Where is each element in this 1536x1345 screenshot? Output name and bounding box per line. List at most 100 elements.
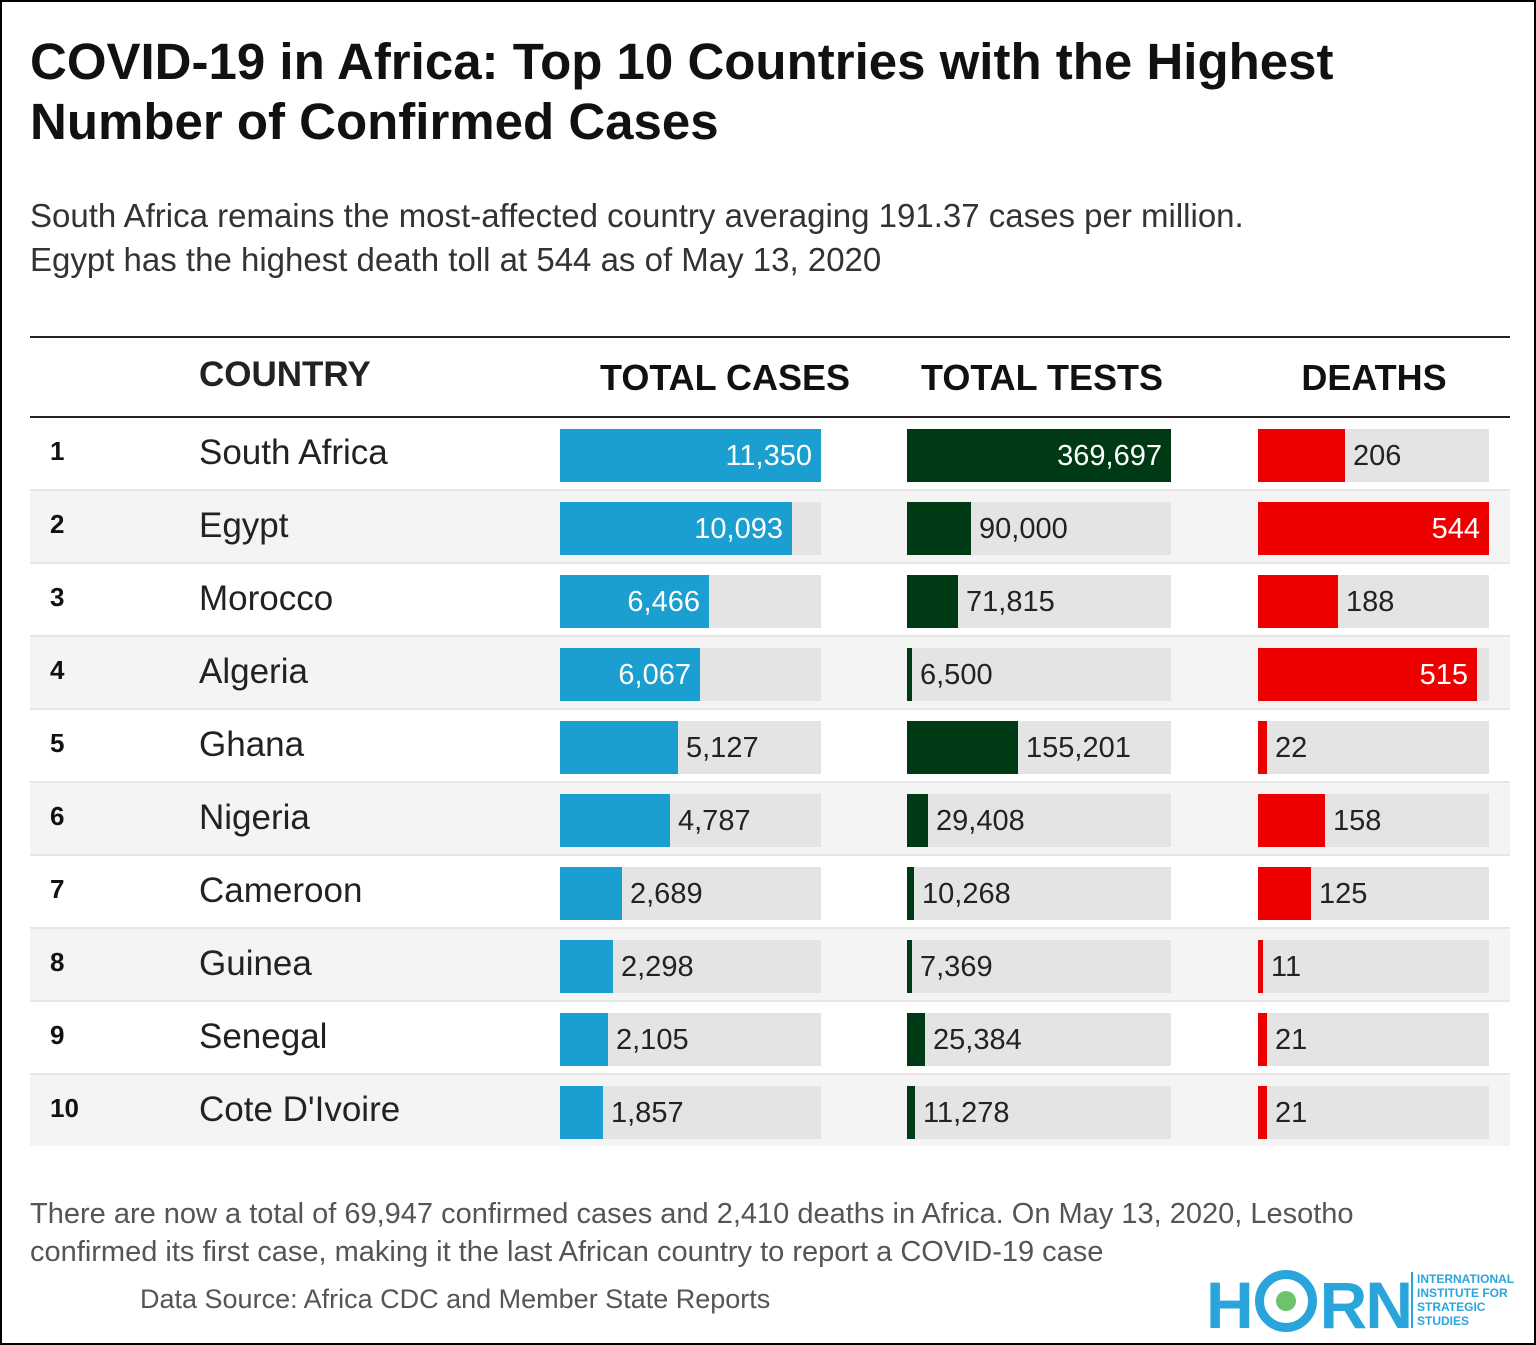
column-header-total-cases: TOTAL CASES xyxy=(599,357,851,398)
rank-label: 6 xyxy=(50,801,65,831)
deaths-bar xyxy=(1258,648,1477,701)
horn-logo: H RN INTERNATIONAL INSTITUTE FOR STRATEGI… xyxy=(1206,1269,1526,1341)
rank-label: 7 xyxy=(50,874,65,904)
deaths-bar xyxy=(1258,940,1263,993)
rank-label: 8 xyxy=(50,947,65,977)
cases-bar-track: 2,689 xyxy=(560,867,821,920)
tests-value-label: 10,268 xyxy=(922,878,1011,910)
deaths-bar-track: 544 xyxy=(1258,502,1489,555)
cases-value-label: 11,350 xyxy=(725,440,812,472)
deaths-bar-track: 515 xyxy=(1258,648,1489,701)
tests-bar xyxy=(907,721,1018,774)
logo-tagline-line: STUDIES xyxy=(1417,1314,1470,1328)
tests-bar-track: 369,697 xyxy=(907,429,1171,482)
logo-tagline-line: INSTITUTE FOR xyxy=(1417,1286,1508,1300)
cases-bar xyxy=(560,429,821,482)
tests-value-label: 155,201 xyxy=(1026,732,1131,764)
footnote-line-2: confirmed its first case, making it the … xyxy=(30,1236,1104,1268)
tests-value-label: 11,278 xyxy=(923,1097,1010,1129)
cases-value-label: 6,067 xyxy=(618,659,691,691)
data-source: Data Source: Africa CDC and Member State… xyxy=(140,1284,771,1314)
tests-value-label: 369,697 xyxy=(1057,440,1162,472)
cases-bar-track: 10,093 xyxy=(560,502,821,555)
deaths-value-label: 206 xyxy=(1353,440,1402,472)
cases-bar-track: 2,105 xyxy=(560,1013,821,1066)
deaths-bar xyxy=(1258,502,1489,555)
subtitle-line-1: South Africa remains the most-affected c… xyxy=(30,197,1244,234)
table-row: 2 Egypt 10,093 90,000 544 xyxy=(30,491,1510,564)
logo-wordmark: H RN xyxy=(1206,1266,1413,1341)
cases-value-label: 1,857 xyxy=(611,1097,684,1129)
deaths-value-label: 158 xyxy=(1333,805,1382,837)
cases-bar-track: 6,466 xyxy=(560,575,821,628)
cases-bar xyxy=(560,502,792,555)
tests-bar xyxy=(907,429,1171,482)
table-row: 6 Nigeria 4,787 29,408 158 xyxy=(30,783,1510,856)
logo-tagline: INTERNATIONAL INSTITUTE FOR STRATEGIC ST… xyxy=(1411,1272,1514,1328)
country-name: Cameroon xyxy=(199,871,363,910)
tests-value-label: 29,408 xyxy=(936,805,1025,837)
cases-bar xyxy=(560,940,613,993)
deaths-value-label: 125 xyxy=(1319,878,1368,910)
country-name: Ghana xyxy=(199,725,305,764)
deaths-bar-track: 158 xyxy=(1258,794,1489,847)
deaths-value-label: 21 xyxy=(1275,1097,1308,1129)
tests-bar xyxy=(907,794,928,847)
table-row: 5 Ghana 5,127 155,201 22 xyxy=(30,710,1510,783)
deaths-bar xyxy=(1258,794,1325,847)
logo-tagline-line: INTERNATIONAL xyxy=(1417,1272,1515,1286)
cases-bar-track: 11,350 xyxy=(560,429,821,482)
country-name: South Africa xyxy=(199,433,388,472)
tests-bar-track: 71,815 xyxy=(907,575,1171,628)
deaths-bar-track: 21 xyxy=(1258,1013,1489,1066)
tests-bar xyxy=(907,940,912,993)
cases-value-label: 5,127 xyxy=(686,732,759,764)
tests-bar-track: 10,268 xyxy=(907,867,1171,920)
tests-bar-track: 90,000 xyxy=(907,502,1171,555)
tests-bar-track: 25,384 xyxy=(907,1013,1171,1066)
tests-bar-track: 29,408 xyxy=(907,794,1171,847)
tests-bar-track: 7,369 xyxy=(907,940,1171,993)
cases-bar xyxy=(560,1086,603,1139)
footnote-line-1: There are now a total of 69,947 confirme… xyxy=(30,1198,1354,1230)
cases-bar-track: 2,298 xyxy=(560,940,821,993)
rank-label: 1 xyxy=(50,436,65,466)
tests-bar-track: 6,500 xyxy=(907,648,1171,701)
rank-label: 4 xyxy=(50,655,65,685)
table-row: 3 Morocco 6,466 71,815 188 xyxy=(30,564,1510,637)
deaths-bar xyxy=(1258,1013,1267,1066)
table-body: 1 South Africa 11,350 369,697 206 2 Egypt 10,09… xyxy=(30,418,1510,1146)
deaths-bar xyxy=(1258,575,1338,628)
logo-o-icon xyxy=(1254,1270,1317,1332)
tests-bar xyxy=(907,575,958,628)
rank-label: 5 xyxy=(50,728,65,758)
deaths-bar-track: 11 xyxy=(1258,940,1489,993)
tests-bar-track: 11,278 xyxy=(907,1086,1171,1139)
cases-bar xyxy=(560,1013,608,1066)
cases-bar-track: 5,127 xyxy=(560,721,821,774)
cases-bar xyxy=(560,575,709,628)
rank-label: 10 xyxy=(50,1093,79,1123)
table-row: 9 Senegal 2,105 25,384 21 xyxy=(30,1002,1510,1075)
rank-label: 9 xyxy=(50,1020,65,1050)
table-row: 1 South Africa 11,350 369,697 206 xyxy=(30,418,1510,491)
tests-bar xyxy=(907,867,914,920)
footnote: There are now a total of 69,947 confirme… xyxy=(30,1195,1520,1271)
country-name: Guinea xyxy=(199,944,312,983)
deaths-value-label: 22 xyxy=(1275,732,1308,764)
tests-value-label: 7,369 xyxy=(920,951,993,983)
tests-bar-track: 155,201 xyxy=(907,721,1171,774)
country-name: Algeria xyxy=(199,652,308,691)
deaths-value-label: 544 xyxy=(1431,513,1480,545)
country-name: Nigeria xyxy=(199,798,310,837)
cases-value-label: 2,689 xyxy=(630,878,703,910)
cases-bar xyxy=(560,794,670,847)
tests-bar xyxy=(907,648,912,701)
subtitle-line-2: Egypt has the highest death toll at 544 … xyxy=(30,241,882,278)
table-row: 8 Guinea 2,298 7,369 11 xyxy=(30,929,1510,1002)
cases-bar xyxy=(560,721,678,774)
cases-bar-track: 1,857 xyxy=(560,1086,821,1139)
tests-value-label: 90,000 xyxy=(979,513,1068,545)
table-row: 10 Cote D'Ivoire 1,857 11,278 21 xyxy=(30,1075,1510,1146)
column-header-country: COUNTRY xyxy=(199,355,371,394)
